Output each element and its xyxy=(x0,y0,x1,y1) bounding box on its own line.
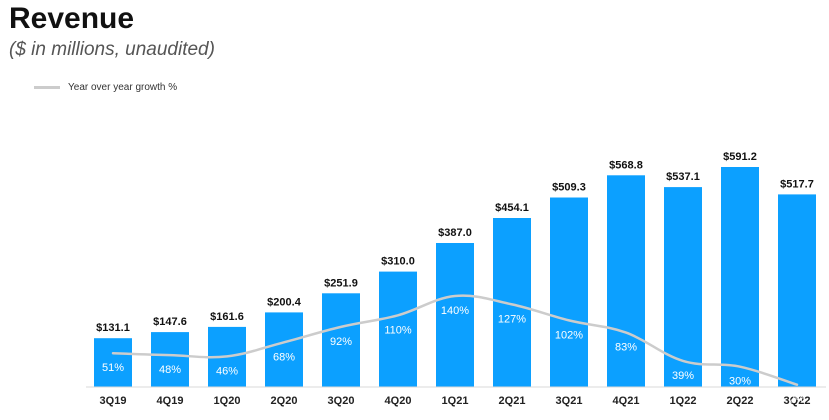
value-label-3Q20: $251.9 xyxy=(324,277,358,289)
bar-4Q21 xyxy=(607,175,645,387)
category-label-4Q20: 4Q20 xyxy=(385,395,412,407)
value-label-2Q21: $454.1 xyxy=(495,202,529,214)
category-label-3Q22: 3Q22 xyxy=(784,395,811,407)
bar-3Q19 xyxy=(94,338,132,387)
category-label-3Q19: 3Q19 xyxy=(100,395,127,407)
growth-label-4Q19: 48% xyxy=(159,364,181,376)
chart-subtitle: ($ in millions, unaudited) xyxy=(9,39,215,60)
value-label-1Q21: $387.0 xyxy=(438,227,472,239)
bar-2Q22 xyxy=(721,167,759,387)
bar-3Q20 xyxy=(322,293,360,387)
legend-line-swatch xyxy=(34,86,60,89)
growth-label-1Q20: 46% xyxy=(216,365,238,377)
category-label-2Q20: 2Q20 xyxy=(271,395,298,407)
value-label-1Q20: $161.6 xyxy=(210,311,244,323)
value-label-3Q21: $509.3 xyxy=(552,182,586,194)
category-label-1Q22: 1Q22 xyxy=(670,395,697,407)
chart-title: Revenue xyxy=(9,2,135,35)
growth-label-1Q22: 39% xyxy=(672,370,694,382)
growth-label-4Q21: 83% xyxy=(615,342,637,354)
growth-label-1Q21: 140% xyxy=(441,305,469,317)
bar-1Q22 xyxy=(664,187,702,387)
growth-label-2Q22: 30% xyxy=(729,376,751,388)
value-label-1Q22: $537.1 xyxy=(666,171,700,183)
category-label-2Q21: 2Q21 xyxy=(499,395,526,407)
bar-2Q20 xyxy=(265,312,303,387)
category-label-1Q21: 1Q21 xyxy=(442,395,469,407)
value-label-3Q22: $517.7 xyxy=(780,178,814,190)
category-label-3Q20: 3Q20 xyxy=(328,395,355,407)
value-label-2Q22: $591.2 xyxy=(723,151,757,163)
category-label-1Q20: 1Q20 xyxy=(214,395,241,407)
growth-label-3Q21: 102% xyxy=(555,329,583,341)
legend: Year over year growth % xyxy=(34,82,177,93)
category-label-4Q21: 4Q21 xyxy=(613,395,640,407)
growth-label-3Q20: 92% xyxy=(330,336,352,348)
legend-label: Year over year growth % xyxy=(68,82,178,93)
bar-4Q19 xyxy=(151,332,189,387)
category-label-3Q21: 3Q21 xyxy=(556,395,583,407)
growth-label-3Q19: 51% xyxy=(102,362,124,374)
bar-3Q22 xyxy=(778,194,816,387)
bar-4Q20 xyxy=(379,271,417,387)
value-label-4Q19: $147.6 xyxy=(153,316,187,328)
category-label-4Q19: 4Q19 xyxy=(157,395,184,407)
value-label-4Q20: $310.0 xyxy=(381,256,415,268)
growth-label-4Q20: 110% xyxy=(384,324,412,336)
bar-3Q21 xyxy=(550,197,588,387)
growth-label-2Q20: 68% xyxy=(273,351,295,363)
value-label-4Q21: $568.8 xyxy=(609,159,643,171)
growth-label-3Q22: 2% xyxy=(789,394,805,406)
value-label-3Q19: $131.1 xyxy=(96,322,130,334)
category-label-2Q22: 2Q22 xyxy=(727,395,754,407)
growth-label-2Q21: 127% xyxy=(498,313,526,325)
value-label-2Q20: $200.4 xyxy=(267,296,302,308)
bar-1Q21 xyxy=(436,243,474,387)
growth-line xyxy=(111,294,799,386)
